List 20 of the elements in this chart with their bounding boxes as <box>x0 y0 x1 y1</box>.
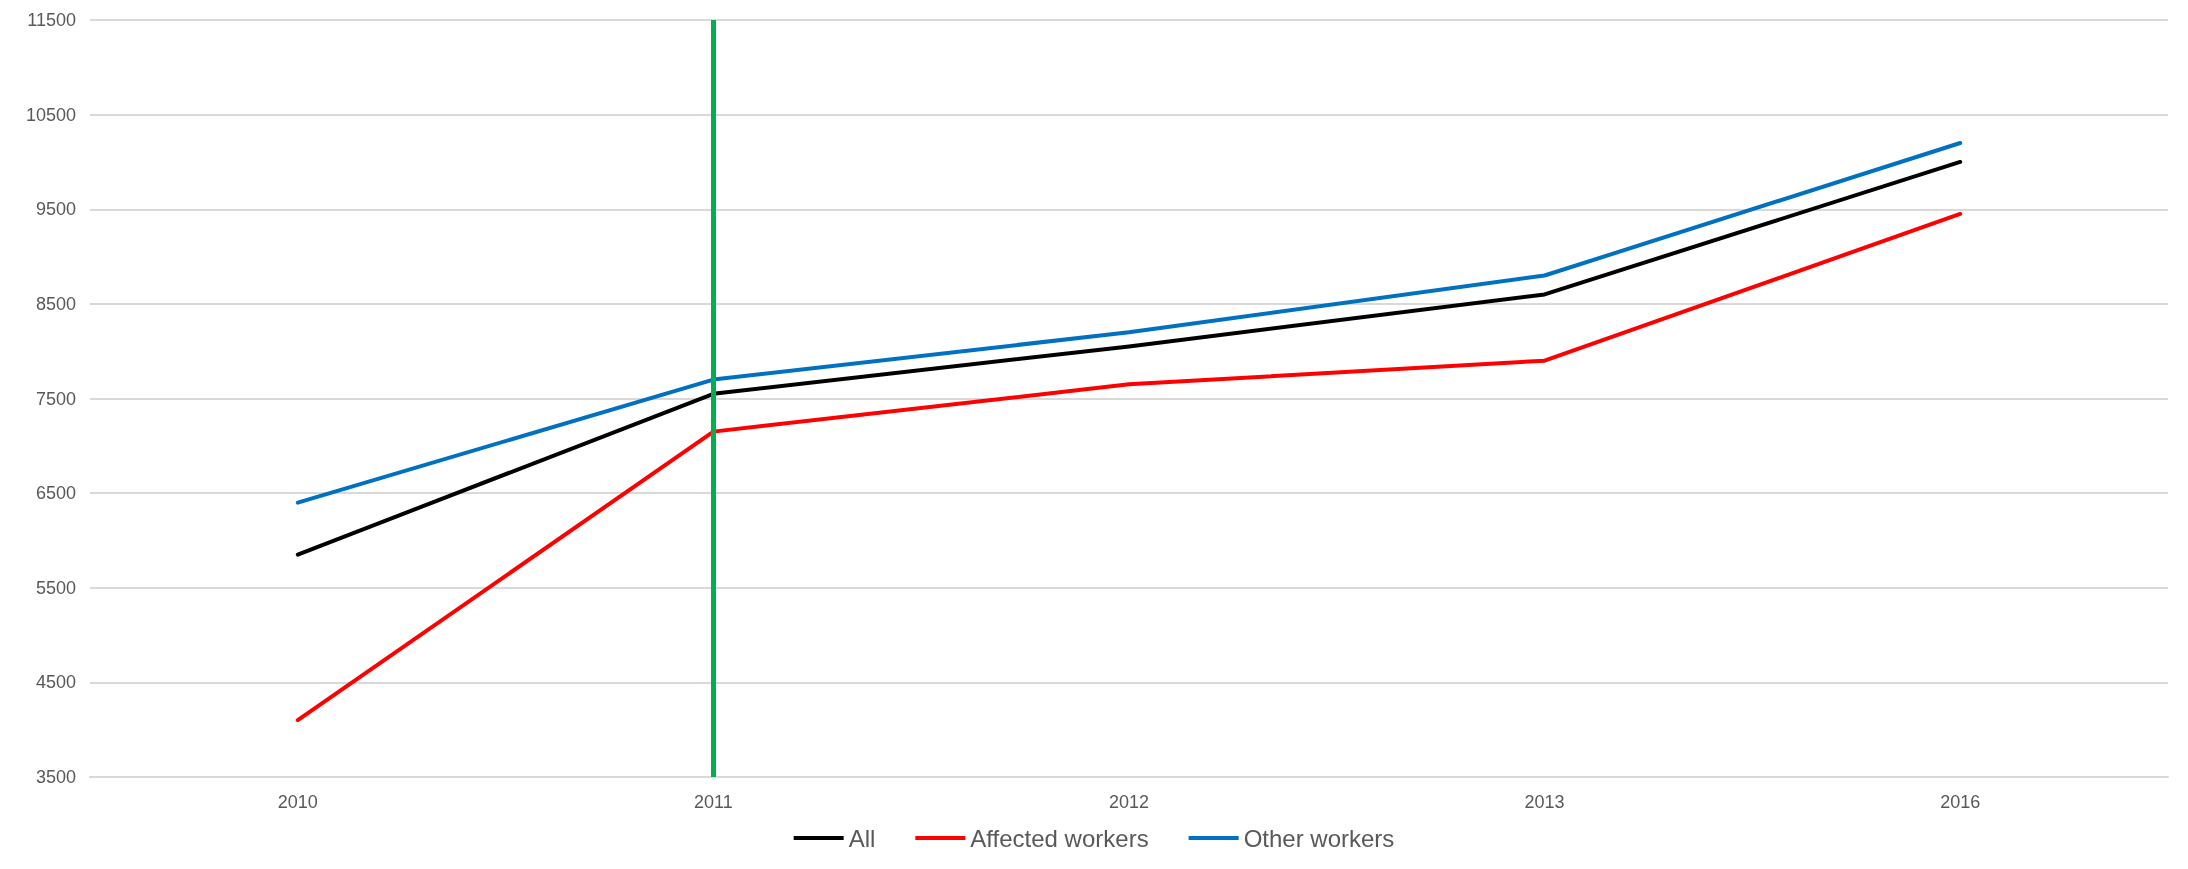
line-series <box>295 159 1963 557</box>
y-tick-label: 6500 <box>35 483 76 504</box>
x-tick-label: 2011 <box>694 792 733 812</box>
x-tick-label: 2010 <box>277 792 318 812</box>
y-tick-label: 4500 <box>35 672 76 693</box>
y-tick-label: 11500 <box>27 10 76 30</box>
legend-label: Other workers <box>1243 824 1395 852</box>
x-tick-label: 2013 <box>1524 792 1565 812</box>
y-tick-label: 9500 <box>35 199 76 220</box>
legend-label: Affected workers <box>970 824 1149 852</box>
line-series <box>295 211 1963 723</box>
line-series <box>295 141 1963 505</box>
x-tick-label: 2016 <box>1940 792 1981 812</box>
y-tick-label: 10500 <box>25 104 76 125</box>
y-tick-label: 8500 <box>35 293 76 314</box>
y-tick-label: 5500 <box>35 577 76 598</box>
x-tick-label: 2012 <box>1108 792 1150 812</box>
legend-label: All <box>848 824 876 852</box>
y-tick-label: 3500 <box>35 767 76 787</box>
y-tick-label: 7500 <box>35 388 76 409</box>
